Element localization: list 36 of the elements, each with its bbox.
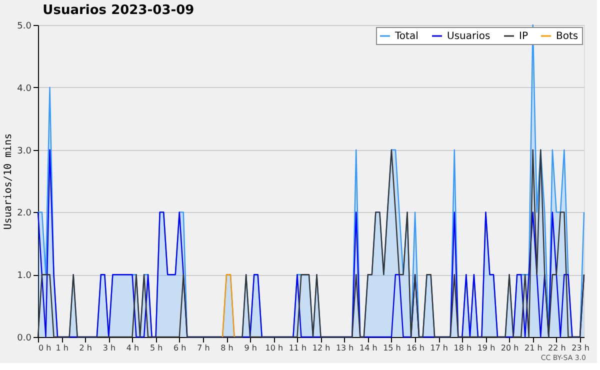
y-axis-title: Usuarios/10 mins [3, 133, 14, 230]
x-tick-label: 7 h [197, 344, 210, 352]
x-tick-label: 20 h [500, 344, 519, 352]
x-tick-label: 15 h [383, 344, 401, 352]
y-tick-label: 2.0 [17, 208, 32, 219]
x-tick-label: 17 h [430, 344, 448, 352]
legend-label: Bots [556, 31, 578, 42]
x-tick-label: 10 h [265, 344, 284, 352]
x-tick-label: 0 h [38, 344, 52, 352]
x-tick-label: 16 h [406, 344, 424, 352]
x-tick-label: 19 h [477, 344, 496, 352]
x-tick-label: 13 h [336, 344, 354, 352]
x-tick-label: 3 h [102, 344, 116, 352]
x-tick-label: 18 h [454, 344, 472, 352]
x-tick-label: 1 h [56, 344, 68, 352]
x-tick-label: 5 h [150, 344, 163, 352]
y-tick-label: 1.0 [17, 271, 32, 282]
x-tick-label: 23 h [572, 344, 590, 352]
legend-label: IP [519, 31, 528, 42]
legend-label: Usuarios [447, 31, 490, 42]
x-tick-label: 22 h [548, 344, 566, 352]
y-tick-label: 4.0 [17, 84, 32, 94]
x-tick-label: 4 h [126, 344, 140, 352]
y-tick-label: 5.0 [17, 22, 32, 32]
x-tick-label: 2 h [79, 344, 92, 352]
x-tick-label: 12 h [312, 344, 330, 352]
x-tick-label: 9 h [244, 344, 257, 352]
y-tick-label: 0.0 [17, 334, 32, 344]
x-tick-label: 14 h [360, 344, 378, 352]
chart-title: Usuarios 2023-03-09 [42, 3, 194, 18]
x-tick-label: 11 h [288, 344, 307, 352]
y-tick-label: 3.0 [17, 146, 32, 156]
legend-label: Total [394, 31, 418, 42]
x-tick-label: 6 h [174, 344, 186, 352]
x-tick-label: 8 h [220, 344, 234, 352]
x-tick-label: 21 h [524, 344, 542, 352]
